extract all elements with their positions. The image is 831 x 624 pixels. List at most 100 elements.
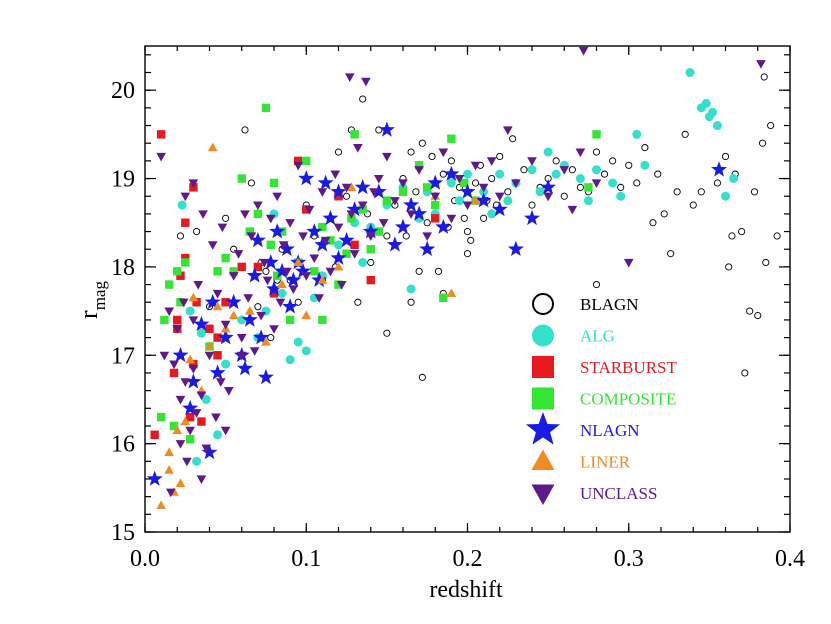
point-starburst xyxy=(221,298,230,307)
point-nlagn xyxy=(411,205,428,221)
point-nlagn xyxy=(282,298,299,314)
point-composite xyxy=(160,315,169,325)
point-unclass xyxy=(346,210,357,219)
point-liner xyxy=(333,261,344,271)
point-nlagn xyxy=(443,165,460,181)
point-unclass xyxy=(180,378,191,387)
point-blagn xyxy=(455,183,464,191)
point-composite xyxy=(181,258,190,267)
point-blagn xyxy=(334,148,343,156)
point-blagn xyxy=(746,307,754,315)
legend-item-unclass: UNCLASS xyxy=(531,484,657,505)
point-nlagn xyxy=(370,183,387,199)
point-blagn xyxy=(367,258,375,267)
point-blagn xyxy=(509,135,517,143)
point-unclass xyxy=(164,307,175,317)
point-unclass xyxy=(196,475,207,485)
point-composite xyxy=(253,209,263,219)
point-liner xyxy=(180,416,191,426)
point-liner xyxy=(277,279,287,289)
legend-marker xyxy=(532,356,554,378)
point-blagn xyxy=(750,188,759,196)
point-blagn xyxy=(439,170,447,178)
point-nlagn xyxy=(274,262,291,279)
point-blagn xyxy=(463,227,472,236)
point-alg xyxy=(446,178,456,188)
point-unclass xyxy=(438,148,449,158)
legend-label: LINER xyxy=(580,453,631,472)
point-unclass xyxy=(357,201,368,211)
point-unclass xyxy=(180,192,191,202)
point-unclass xyxy=(236,351,247,361)
point-starburst xyxy=(334,192,343,201)
point-blagn xyxy=(641,144,649,152)
point-starburst xyxy=(269,289,279,298)
point-alg xyxy=(196,328,206,338)
point-unclass xyxy=(382,152,392,162)
point-unclass xyxy=(298,232,308,242)
svg-text:rmag: rmag xyxy=(74,281,109,319)
point-unclass xyxy=(182,457,192,467)
point-unclass xyxy=(175,440,186,449)
point-liner xyxy=(346,182,357,191)
point-alg xyxy=(406,284,416,294)
legend-marker xyxy=(525,412,561,445)
x-tick-label: 0.3 xyxy=(614,546,644,572)
point-unclass xyxy=(275,298,286,308)
point-nlagn xyxy=(459,183,476,199)
point-unclass xyxy=(220,320,231,330)
point-nlagn xyxy=(314,236,331,252)
point-unclass xyxy=(249,347,260,356)
point-nlagn xyxy=(185,373,202,389)
point-nlagn xyxy=(241,311,258,327)
point-blagn xyxy=(660,210,668,218)
point-blagn xyxy=(625,161,633,169)
point-blagn xyxy=(576,183,584,191)
legend-item-composite: COMPOSITE xyxy=(532,387,676,410)
point-starburst xyxy=(197,417,206,426)
point-alg xyxy=(616,191,626,201)
point-nlagn xyxy=(246,267,263,283)
point-unclass xyxy=(262,276,273,286)
point-starburst xyxy=(293,156,303,166)
y-axis-label-sub: mag xyxy=(90,281,109,311)
point-composite xyxy=(310,267,319,276)
point-composite xyxy=(245,227,255,236)
point-unclass xyxy=(502,126,513,135)
point-alg xyxy=(192,456,202,466)
point-alg xyxy=(285,355,295,365)
point-unclass xyxy=(543,192,553,202)
point-alg xyxy=(685,68,695,78)
point-unclass xyxy=(178,298,189,308)
point-liner xyxy=(293,257,304,267)
point-nlagn xyxy=(225,293,242,310)
point-unclass xyxy=(317,188,328,197)
y-axis-label-main: r xyxy=(74,310,103,319)
point-unclass xyxy=(361,77,371,87)
point-unclass xyxy=(406,210,416,219)
point-composite xyxy=(431,200,440,210)
point-blagn xyxy=(176,232,185,240)
point-nlagn xyxy=(524,209,540,226)
point-unclass xyxy=(204,351,215,361)
point-unclass xyxy=(470,161,481,171)
point-unclass xyxy=(243,294,254,303)
point-blagn xyxy=(681,130,689,138)
point-unclass xyxy=(320,236,331,246)
point-liner xyxy=(175,478,186,487)
point-nlagn xyxy=(435,218,452,234)
point-blagn xyxy=(415,267,423,275)
point-composite xyxy=(169,421,179,431)
point-unclass xyxy=(390,197,400,206)
point-starburst xyxy=(205,324,214,333)
y-tick-label: 18 xyxy=(111,255,135,281)
point-blagn xyxy=(428,152,436,161)
point-alg xyxy=(293,337,303,347)
series-nlagn xyxy=(146,121,727,486)
point-unclass xyxy=(325,267,336,277)
point-alg xyxy=(701,98,711,108)
point-liner xyxy=(261,336,271,346)
point-blagn xyxy=(193,227,201,236)
point-alg xyxy=(334,240,343,250)
point-liner xyxy=(470,195,481,205)
